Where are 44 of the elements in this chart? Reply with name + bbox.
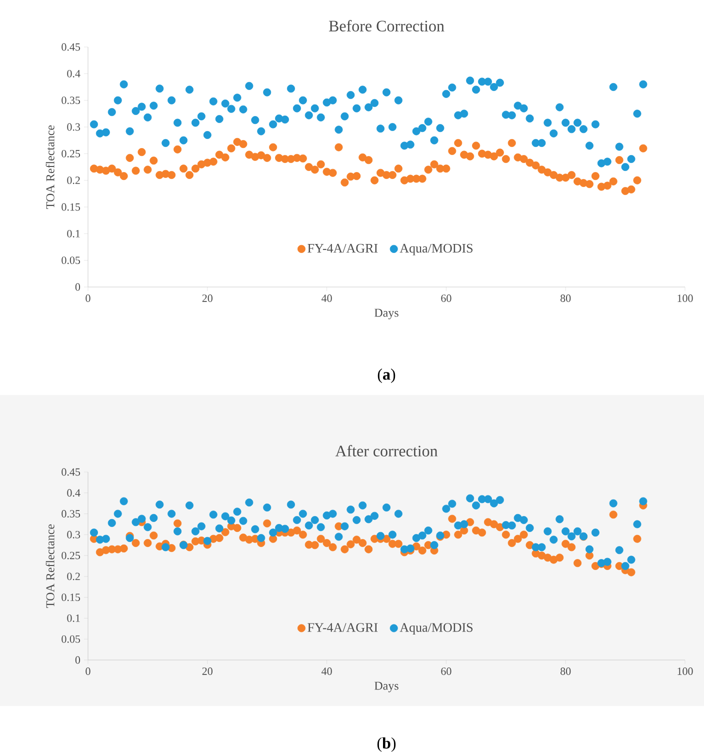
x-tick-label: 20 bbox=[202, 294, 212, 302]
x-tick-label: 40 bbox=[322, 294, 332, 302]
y-tick-label: 0.2 bbox=[67, 176, 80, 184]
x-tick-label: 20 bbox=[202, 668, 212, 675]
y-tick-label: 0.35 bbox=[62, 96, 80, 104]
y-tick-label: 0.15 bbox=[62, 203, 80, 211]
x-axis-title: Days bbox=[374, 308, 398, 320]
legend-label: Aqua/MODIS bbox=[400, 623, 473, 634]
x-tick-label: 80 bbox=[560, 294, 571, 302]
legend-label: FY-4A/AGRI bbox=[308, 623, 378, 632]
legend-label: FY-4A/AGRI bbox=[308, 244, 378, 253]
x-tick-label: 60 bbox=[441, 294, 452, 302]
y-tick-label: 0.4 bbox=[67, 489, 80, 497]
text: (a) bbox=[378, 368, 396, 384]
y-tick-label: 0.1 bbox=[67, 230, 80, 238]
x-tick-label: 0 bbox=[86, 668, 90, 675]
text: (b) bbox=[377, 737, 396, 752]
y-tick-label: 0.1 bbox=[67, 614, 80, 622]
x-tick-label: 0 bbox=[86, 294, 90, 302]
y-tick-label: 0.4 bbox=[67, 70, 80, 78]
chart-title: After correction bbox=[335, 445, 438, 456]
y-tick-label: 0.05 bbox=[62, 256, 80, 264]
y-tick-label: 0 bbox=[75, 283, 80, 291]
y-axis-title: TOA Reflectance bbox=[46, 125, 54, 209]
y-tick-label: 0.05 bbox=[62, 635, 80, 643]
y-tick-label: 0.2 bbox=[67, 572, 80, 580]
x-tick-label: 60 bbox=[441, 668, 452, 675]
y-tick-label: 0.25 bbox=[62, 552, 80, 560]
y-tick-label: 0.15 bbox=[62, 594, 80, 602]
legend-label: Aqua/MODIS bbox=[400, 244, 473, 256]
x-axis-title: Days bbox=[374, 682, 398, 692]
chart-title: Before Correction bbox=[328, 20, 444, 32]
x-tick-label: 80 bbox=[560, 668, 571, 675]
y-tick-label: 0.35 bbox=[62, 510, 80, 518]
y-tick-label: 0.25 bbox=[62, 150, 80, 158]
y-tick-label: 0.45 bbox=[62, 468, 80, 476]
x-tick-label: 100 bbox=[678, 294, 693, 302]
y-tick-label: 0.3 bbox=[67, 530, 80, 538]
y-axis-title: TOA Reflectance bbox=[46, 524, 54, 608]
x-tick-label: 40 bbox=[322, 668, 332, 675]
y-tick-label: 0.45 bbox=[62, 43, 80, 51]
x-tick-label: 100 bbox=[678, 668, 693, 675]
y-tick-label: 0.3 bbox=[67, 123, 80, 131]
y-tick-label: 0 bbox=[75, 656, 80, 664]
